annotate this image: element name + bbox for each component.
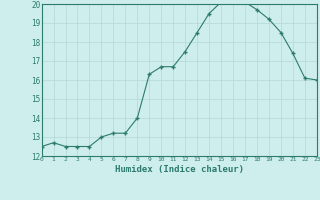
X-axis label: Humidex (Indice chaleur): Humidex (Indice chaleur)	[115, 165, 244, 174]
